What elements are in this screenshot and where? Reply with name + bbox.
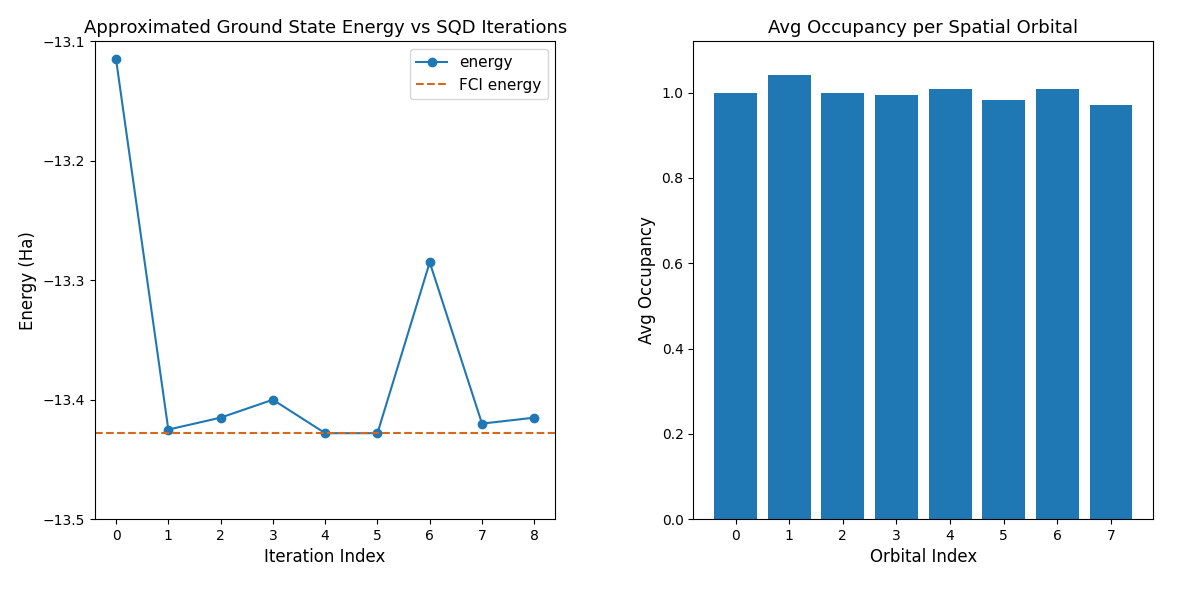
Y-axis label: Avg Occupancy: Avg Occupancy [638, 217, 656, 344]
X-axis label: Iteration Index: Iteration Index [264, 549, 386, 566]
energy [266, 396, 281, 404]
Bar [822, 93, 864, 519]
Title: Approximated Ground State Energy vs SQD Iterations: Approximated Ground State Energy vs SQD … [83, 19, 567, 37]
Y-axis label: Energy (Ha): Energy (Ha) [19, 231, 37, 330]
energy [162, 426, 176, 433]
energy [474, 420, 489, 427]
energy [214, 414, 228, 421]
Legend: energy, FCI energy: energy, FCI energy [410, 49, 548, 99]
Bar [768, 76, 811, 519]
FCI energy [162, 430, 176, 437]
energy [370, 430, 384, 437]
Bar [982, 100, 1025, 519]
Line: energy: energy [112, 55, 539, 437]
Bar [875, 94, 918, 519]
Bar [1089, 105, 1132, 519]
energy [317, 430, 332, 437]
Bar [1036, 89, 1078, 519]
Bar [929, 89, 971, 519]
energy [109, 55, 124, 63]
Title: Avg Occupancy per Spatial Orbital: Avg Occupancy per Spatial Orbital [768, 19, 1078, 37]
FCI energy [109, 430, 124, 437]
energy [527, 414, 541, 421]
X-axis label: Orbital Index: Orbital Index [869, 549, 977, 566]
energy [422, 259, 436, 266]
Bar [715, 93, 757, 519]
